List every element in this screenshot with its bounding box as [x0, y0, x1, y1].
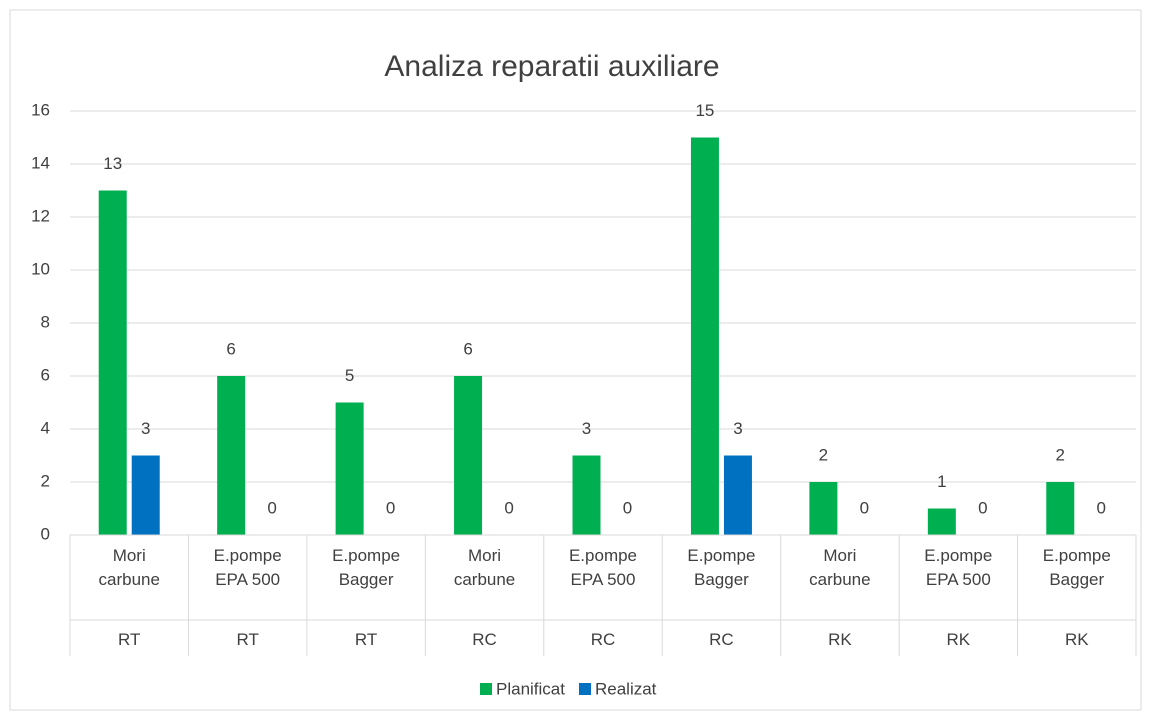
data-label: 6: [226, 339, 235, 358]
y-tick-label: 8: [41, 312, 50, 331]
legend-swatch: [578, 683, 591, 695]
group-label: RC: [709, 630, 734, 649]
data-label: 13: [103, 154, 122, 173]
bar: [572, 455, 601, 535]
group-label: RT: [118, 630, 141, 649]
x-tick-label: E.pompe Bagger: [1042, 546, 1111, 589]
bar: [454, 376, 483, 535]
data-label: 0: [1097, 498, 1106, 517]
bar: [217, 376, 246, 535]
group-label: RK: [946, 630, 971, 649]
data-label: 0: [978, 498, 987, 517]
bar: [809, 482, 838, 535]
y-tick-label: 2: [41, 471, 50, 490]
data-label: 0: [504, 498, 513, 517]
bar: [131, 455, 160, 535]
bar: [1046, 482, 1075, 535]
data-label: 6: [463, 339, 472, 358]
x-tick-label: E.pompe EPA 500: [213, 546, 282, 589]
bar: [927, 508, 956, 535]
bar: [98, 190, 127, 535]
y-tick-label: 12: [31, 206, 50, 225]
x-tick-label: E.pompe EPA 500: [568, 546, 638, 589]
y-tick-label: 4: [41, 418, 50, 437]
x-tick-label: Mori carbune: [453, 546, 516, 589]
x-tick-label: E.pompe Bagger: [687, 546, 756, 589]
y-tick-label: 14: [31, 153, 50, 172]
legend-label: Planificat: [496, 679, 565, 698]
data-label: 2: [819, 445, 828, 464]
x-tick-label: Mori carbune: [98, 546, 160, 589]
bar: [690, 137, 719, 535]
y-tick-label: 10: [31, 259, 50, 278]
group-label: RK: [828, 630, 852, 649]
data-label: 1: [937, 472, 946, 491]
chart-title: Analiza reparatii auxiliare: [384, 50, 719, 83]
data-label: 3: [141, 419, 150, 438]
data-label: 3: [733, 419, 742, 438]
x-tick-label: E.pompe Bagger: [332, 546, 401, 589]
data-label: 5: [345, 366, 354, 385]
x-tick-label: E.pompe EPA 500: [924, 546, 993, 589]
y-tick-label: 16: [31, 100, 50, 119]
y-tick-label: 6: [41, 365, 50, 384]
legend-swatch: [480, 683, 492, 695]
data-label: 0: [267, 498, 276, 517]
x-tick-label: Mori carbune: [809, 546, 871, 589]
data-label: 3: [582, 419, 591, 438]
data-label: 0: [860, 498, 869, 517]
y-tick-label: 0: [41, 524, 50, 543]
group-label: RK: [1064, 630, 1089, 649]
data-label: 0: [386, 498, 395, 517]
bar: [723, 455, 752, 535]
chart-frame: [9, 9, 1142, 711]
data-label: 0: [623, 498, 632, 517]
legend-label: Realizat: [595, 679, 657, 698]
group-label: RT: [354, 630, 378, 649]
data-label: 15: [695, 101, 714, 120]
group-label: RT: [236, 630, 259, 649]
group-label: RC: [472, 630, 497, 649]
bar: [335, 402, 364, 535]
group-label: RC: [590, 630, 616, 649]
data-label: 2: [1056, 445, 1065, 464]
